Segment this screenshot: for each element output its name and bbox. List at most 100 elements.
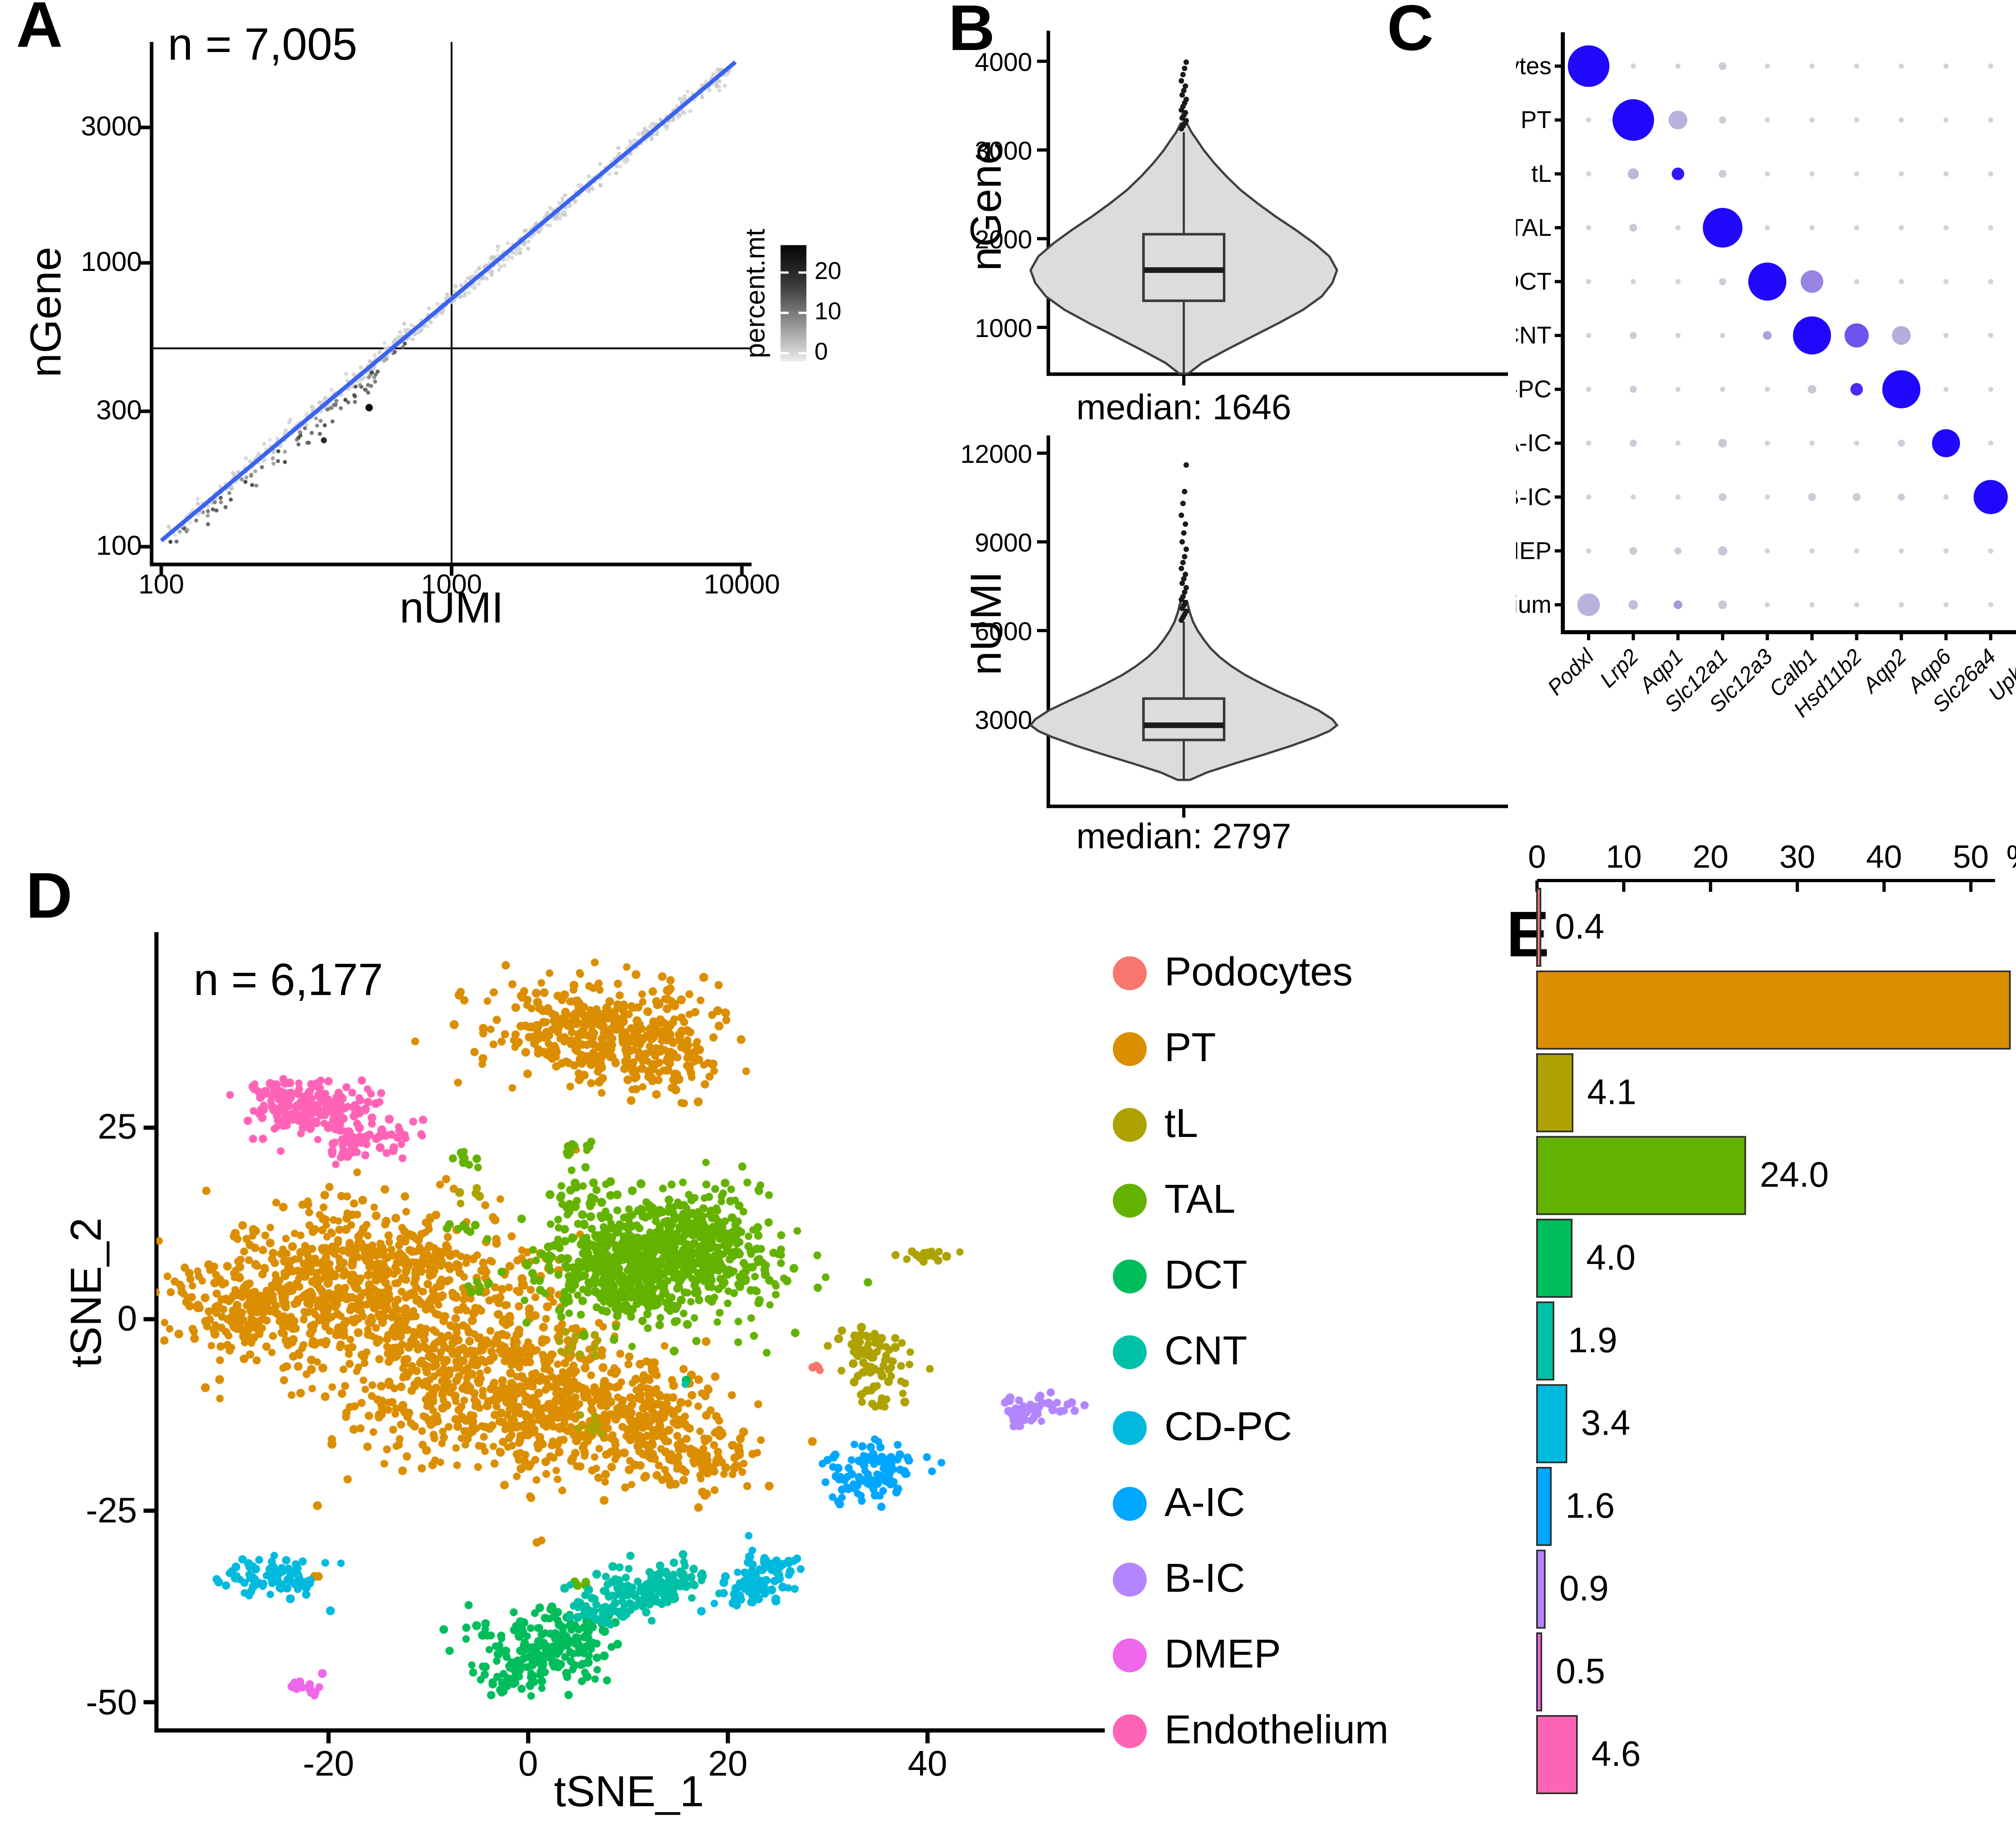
- dot-CD-PC-Calb1: [1808, 385, 1816, 394]
- dot-PT-Aqp1: [1668, 110, 1687, 129]
- legend-label-PT: PT: [1164, 1026, 1216, 1071]
- dot-DCT-Aqp1: [1675, 279, 1681, 284]
- legend-item-TAL: TAL: [1113, 1177, 1235, 1224]
- dot-PT-Slc26a4: [1988, 117, 1993, 123]
- row-label-CNT: CNT: [1516, 322, 1552, 349]
- dot-TAL-Slc12a3: [1764, 225, 1770, 231]
- legend-swatch-PT: [1113, 1032, 1147, 1066]
- y-tick-3000: 3000: [81, 111, 142, 142]
- colorbar-tick-10: 10: [814, 298, 841, 326]
- dot-DMEP-Podxl: [1586, 548, 1591, 554]
- row-label-Endothelium: Endothelium: [1516, 591, 1552, 618]
- dot-B-IC-Lrp2: [1631, 494, 1636, 500]
- dot-tL-Slc12a1: [1718, 170, 1727, 178]
- dot-Endothelium-Aqp1: [1673, 600, 1683, 609]
- bar-value-DCT: 4.0: [1586, 1237, 1635, 1277]
- dot-B-IC-Podxl: [1586, 494, 1591, 500]
- dot-DCT-Slc12a1: [1719, 278, 1727, 285]
- x-axis-label-numi: nUMI: [399, 584, 504, 632]
- dot-tL-Calb1: [1809, 171, 1815, 177]
- dot-PT-Hsd11b2: [1854, 117, 1860, 123]
- bar-axis-tick-30: 30: [1779, 839, 1815, 874]
- bar-axis-tick-20: 20: [1693, 839, 1729, 874]
- dot-TAL-Calb1: [1809, 225, 1815, 231]
- dot-B-IC-Aqp6: [1943, 494, 1949, 500]
- dot-Endothelium-Slc26a4: [1988, 602, 1993, 608]
- dot-DMEP-Calb1: [1809, 548, 1815, 554]
- dot-DCT-Aqp2: [1899, 279, 1904, 284]
- bar-DMEP: [1536, 1632, 1542, 1711]
- bar-value-B-IC: 0.9: [1559, 1568, 1608, 1608]
- legend-item-B-IC: B-IC: [1113, 1556, 1245, 1603]
- dot-tL-Podxl: [1586, 171, 1591, 177]
- dot-Endothelium-Lrp2: [1629, 600, 1638, 610]
- legend-label-B-IC: B-IC: [1164, 1556, 1245, 1601]
- legend-item-Podocytes: Podocytes: [1113, 950, 1353, 997]
- legend-swatch-A-IC: [1113, 1487, 1147, 1521]
- bar-axis-tick-0: 0: [1528, 839, 1546, 874]
- panel-qc-scatter: n = 7,005 nUMI nGene percent.mt 100 1000 1…: [0, 0, 855, 677]
- dot-Podocytes-Aqp2: [1899, 63, 1904, 69]
- tsne-ytick-0: 0: [117, 1298, 137, 1339]
- gene-label-Lrp2: Lrp2: [1595, 644, 1643, 692]
- dot-Podocytes-Slc12a1: [1718, 62, 1727, 70]
- dot-PT-Podxl: [1586, 117, 1591, 123]
- bar-value-A-IC: 1.6: [1565, 1485, 1614, 1525]
- dot-tL-Lrp2: [1628, 168, 1639, 179]
- dot-PT-Aqp2: [1899, 117, 1904, 123]
- dot-PT-Slc12a1: [1719, 116, 1727, 124]
- dot-DMEP-Aqp6: [1943, 548, 1949, 554]
- dot-A-IC-Lrp2: [1629, 439, 1637, 447]
- legend-label-tL: tL: [1164, 1101, 1198, 1147]
- dot-CD-PC-Slc12a3: [1764, 387, 1770, 392]
- legend-item-PT: PT: [1113, 1026, 1216, 1072]
- legend-item-DMEP: DMEP: [1113, 1632, 1281, 1679]
- dot-TAL-Aqp1: [1675, 225, 1681, 231]
- dot-tL-Aqp2: [1899, 171, 1904, 177]
- ngene-ytick-3000: 3000: [975, 136, 1032, 165]
- dot-PT-Calb1: [1809, 117, 1815, 123]
- panel-b-label: B: [948, 0, 995, 65]
- dot-tL-Slc26a4: [1988, 171, 1993, 177]
- dot-DCT-Aqp6: [1943, 279, 1949, 284]
- tsne-canvas: [0, 871, 1226, 1828]
- bar-A-IC: [1536, 1467, 1552, 1546]
- row-label-Podocytes: Podocytes: [1516, 52, 1552, 79]
- dot-CD-PC-Hsd11b2: [1850, 383, 1863, 396]
- legend-item-A-IC: A-IC: [1113, 1480, 1245, 1527]
- row-label-TAL: TAL: [1516, 214, 1552, 241]
- tsne-ytick-25: 25: [98, 1107, 137, 1147]
- dot-B-IC-Calb1: [1808, 493, 1816, 501]
- legend-swatch-CD-PC: [1113, 1411, 1147, 1445]
- x-axis-label-tsne1: tSNE_1: [554, 1768, 704, 1816]
- dot-TAL-Slc26a4: [1988, 225, 1993, 231]
- dot-Podocytes-Podxl: [1568, 45, 1610, 87]
- row-label-B-IC: B-IC: [1516, 483, 1552, 510]
- dot-B-IC-Slc26a4: [1973, 480, 2008, 514]
- bar-CD-PC: [1536, 1384, 1568, 1464]
- bar-TAL: [1536, 1136, 1746, 1215]
- tsne-xtick--20: -20: [303, 1743, 354, 1784]
- bar-value-CD-PC: 3.4: [1581, 1403, 1630, 1443]
- dot-A-IC-Slc12a1: [1718, 439, 1727, 448]
- bar-value-tL: 4.1: [1587, 1072, 1636, 1112]
- qc-cell-count: n = 7,005: [168, 19, 358, 69]
- dot-tL-Hsd11b2: [1854, 171, 1860, 177]
- dot-B-IC-Slc12a3: [1764, 494, 1770, 500]
- bar-PT: [1536, 970, 2011, 1050]
- dot-Podocytes-Lrp2: [1631, 63, 1636, 69]
- x-tick-10000: 10000: [704, 569, 780, 600]
- tsne-xtick-20: 20: [708, 1743, 748, 1784]
- dot-DCT-Slc12a3: [1748, 262, 1787, 301]
- dot-A-IC-Calb1: [1809, 440, 1815, 446]
- legend-swatch-Podocytes: [1113, 956, 1147, 990]
- row-label-CD-PC: CD-PC: [1516, 376, 1552, 403]
- panel-e-label: E: [1506, 900, 1549, 971]
- dot-DMEP-Slc12a1: [1718, 546, 1728, 556]
- dot-CNT-Hsd11b2: [1844, 323, 1869, 348]
- numi-ytick-6000: 6000: [975, 617, 1032, 646]
- bar-value-CNT: 1.9: [1568, 1320, 1617, 1360]
- legend-item-CNT: CNT: [1113, 1329, 1248, 1376]
- row-label-PT: PT: [1520, 106, 1552, 133]
- legend-label-TAL: TAL: [1164, 1177, 1235, 1222]
